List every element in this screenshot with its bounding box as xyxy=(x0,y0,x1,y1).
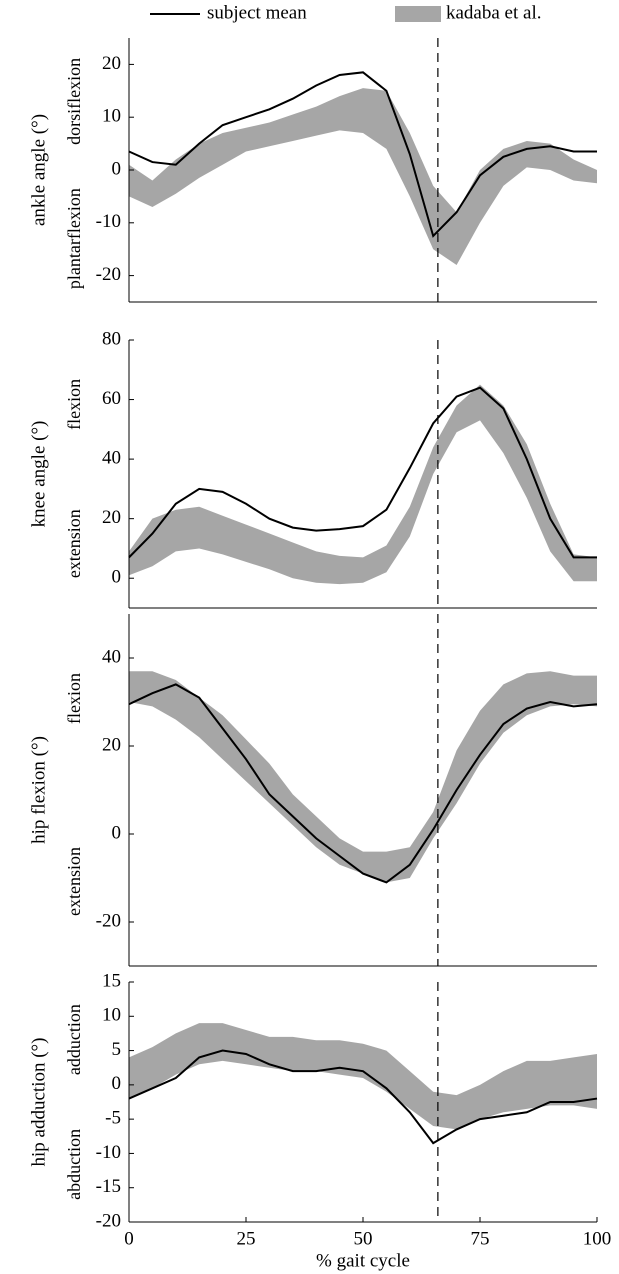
y-tick-label: 10 xyxy=(102,106,121,127)
annotation: dorsiflexion xyxy=(64,58,84,145)
y-tick-label: -20 xyxy=(96,1210,121,1231)
y-tick-label: 40 xyxy=(102,646,121,667)
y-tick-label: 0 xyxy=(112,567,122,588)
y-tick-label: 0 xyxy=(112,822,122,843)
y-axis-label: hip flexion (°) xyxy=(28,736,49,844)
y-axis-label: knee angle (°) xyxy=(28,421,49,528)
x-tick-label: 25 xyxy=(237,1228,256,1249)
x-tick-label: 75 xyxy=(471,1228,490,1249)
y-tick-label: 5 xyxy=(112,1039,122,1060)
legend-label: kadaba et al. xyxy=(446,2,541,23)
annotation: flexion xyxy=(64,673,84,724)
y-tick-label: -5 xyxy=(105,1108,121,1129)
y-tick-label: 15 xyxy=(102,970,121,991)
mean-line xyxy=(128,71,597,238)
mean-line xyxy=(128,386,597,559)
x-axis-label: % gait cycle xyxy=(316,1250,410,1271)
y-tick-label: 60 xyxy=(102,388,121,409)
y-tick-label: -20 xyxy=(96,264,121,285)
reference-band xyxy=(129,88,597,266)
y-tick-label: 40 xyxy=(102,447,121,468)
y-tick-label: -15 xyxy=(96,1176,121,1197)
y-axis-label: ankle angle (°) xyxy=(28,114,49,226)
reference-band xyxy=(129,1023,597,1130)
y-tick-label: -10 xyxy=(96,1142,121,1163)
annotation: extension xyxy=(64,509,84,578)
annotation: plantarflexion xyxy=(64,188,84,289)
y-tick-label: -10 xyxy=(96,211,121,232)
y-tick-label: 20 xyxy=(102,734,121,755)
y-tick-label: 10 xyxy=(102,1005,121,1026)
mean-line xyxy=(128,1049,598,1145)
y-tick-label: 80 xyxy=(102,328,121,349)
y-tick-label: 20 xyxy=(102,53,121,74)
legend-label: subject mean xyxy=(207,2,307,23)
legend-band-swatch xyxy=(395,6,441,22)
annotation: adduction xyxy=(64,1004,84,1075)
x-tick-label: 0 xyxy=(124,1228,134,1249)
reference-band xyxy=(129,384,597,585)
y-tick-label: 20 xyxy=(102,507,121,528)
x-tick-label: 50 xyxy=(354,1228,373,1249)
y-tick-label: -20 xyxy=(96,910,121,931)
x-tick-label: 100 xyxy=(583,1228,612,1249)
annotation: abduction xyxy=(64,1129,84,1200)
y-tick-label: 0 xyxy=(112,158,122,179)
annotation: flexion xyxy=(64,379,84,430)
y-tick-label: 0 xyxy=(112,1073,122,1094)
annotation: extension xyxy=(64,847,84,916)
y-axis-label: hip adduction (°) xyxy=(28,1038,49,1167)
mean-line xyxy=(128,683,598,884)
reference-band xyxy=(129,671,597,883)
